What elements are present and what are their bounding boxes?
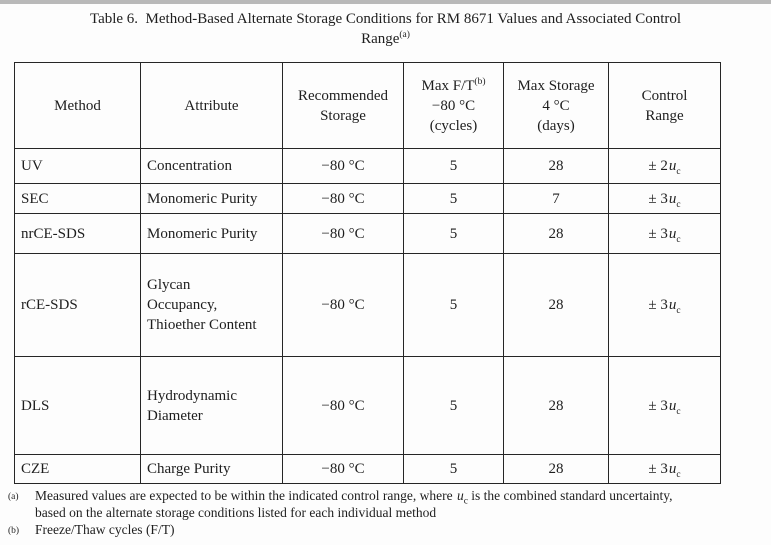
footnote-b-marker: (b) (8, 526, 20, 536)
table-caption: Table 6. Method-Based Alternate Storage … (0, 9, 771, 49)
cell-control-range: ± 3uc (608, 253, 721, 357)
cell-days: 28 (503, 148, 609, 184)
cell-storage: −80 °C (282, 148, 404, 184)
footnote-a-marker: (a) (8, 492, 19, 502)
footnote-a-text: Measured values are expected to be withi… (35, 488, 673, 520)
cell-days: 28 (503, 213, 609, 254)
footnote-ref-a: (a) (399, 30, 410, 40)
cell-storage: −80 °C (282, 183, 404, 214)
max-ft-line1: Max F/T(b) (421, 76, 486, 94)
col-header-attribute: Attribute (140, 62, 283, 149)
cell-cycles: 5 (403, 183, 504, 214)
cell-method: DLS (14, 356, 141, 455)
col-header-max-ft: Max F/T(b) −80 °C (cycles) (403, 62, 504, 149)
cell-control-range: ± 3uc (608, 183, 721, 214)
col-header-max-storage: Max Storage 4 °C (days) (503, 62, 609, 149)
cell-cycles: 5 (403, 356, 504, 455)
cell-cycles: 5 (403, 148, 504, 184)
cell-control-range: ± 3uc (608, 356, 721, 455)
table-row-nrce-sds: nrCE-SDS Monomeric Purity −80 °C 5 28 ± … (14, 213, 721, 254)
cell-control-range: ± 2uc (608, 148, 721, 184)
max-ft-rest: −80 °C (cycles) (429, 97, 478, 134)
cell-days: 7 (503, 183, 609, 214)
cell-attribute: Hydrodynamic Diameter (140, 356, 283, 455)
cell-days: 28 (503, 454, 609, 484)
cell-days: 28 (503, 356, 609, 455)
cell-storage: −80 °C (282, 454, 404, 484)
cell-control-range: ± 3uc (608, 213, 721, 254)
table-row-rce-sds: rCE-SDS Glycan Occupancy, Thioether Cont… (14, 253, 721, 357)
cell-storage: −80 °C (282, 213, 404, 254)
cell-cycles: 5 (403, 213, 504, 254)
cell-attribute: Concentration (140, 148, 283, 184)
cell-attribute: Charge Purity (140, 454, 283, 484)
cell-attribute: Glycan Occupancy, Thioether Content (140, 253, 283, 357)
cell-method: UV (14, 148, 141, 184)
cell-method: SEC (14, 183, 141, 214)
caption-range-text: Range (361, 31, 400, 47)
cell-method: rCE-SDS (14, 253, 141, 357)
caption-line2: Range(a) (0, 29, 771, 49)
caption-line1: Table 6. Method-Based Alternate Storage … (89, 11, 682, 27)
col-header-recommended-storage: Recommended Storage (282, 62, 404, 149)
footnote-ref-b: (b) (474, 76, 486, 87)
footnote-b: (b) Freeze/Thaw cycles (F/T) (8, 521, 764, 540)
cell-cycles: 5 (403, 253, 504, 357)
scan-edge-artifact (0, 0, 771, 4)
cell-attribute: Monomeric Purity (140, 213, 283, 254)
storage-conditions-table: Method Attribute Recommended Storage Max… (14, 62, 721, 484)
cell-storage: −80 °C (282, 253, 404, 357)
col-header-method: Method (14, 62, 141, 149)
cell-control-range: ± 3uc (608, 454, 721, 484)
cell-attribute: Monomeric Purity (140, 183, 283, 214)
cell-storage: −80 °C (282, 356, 404, 455)
footnote-b-text: Freeze/Thaw cycles (F/T) (35, 522, 175, 537)
footnote-a: (a) Measured values are expected to be w… (8, 487, 764, 521)
table-row-uv: UV Concentration −80 °C 5 28 ± 2uc (14, 148, 721, 184)
cell-method: nrCE-SDS (14, 213, 141, 254)
table-row-dls: DLS Hydrodynamic Diameter −80 °C 5 28 ± … (14, 356, 721, 455)
footnotes: (a) Measured values are expected to be w… (8, 487, 764, 540)
col-header-control-range: Control Range (608, 62, 721, 149)
header-row: Method Attribute Recommended Storage Max… (14, 62, 721, 149)
table-row-sec: SEC Monomeric Purity −80 °C 5 7 ± 3uc (14, 183, 721, 214)
cell-method: CZE (14, 454, 141, 484)
table-row-cze: CZE Charge Purity −80 °C 5 28 ± 3uc (14, 454, 721, 484)
cell-cycles: 5 (403, 454, 504, 484)
cell-days: 28 (503, 253, 609, 357)
